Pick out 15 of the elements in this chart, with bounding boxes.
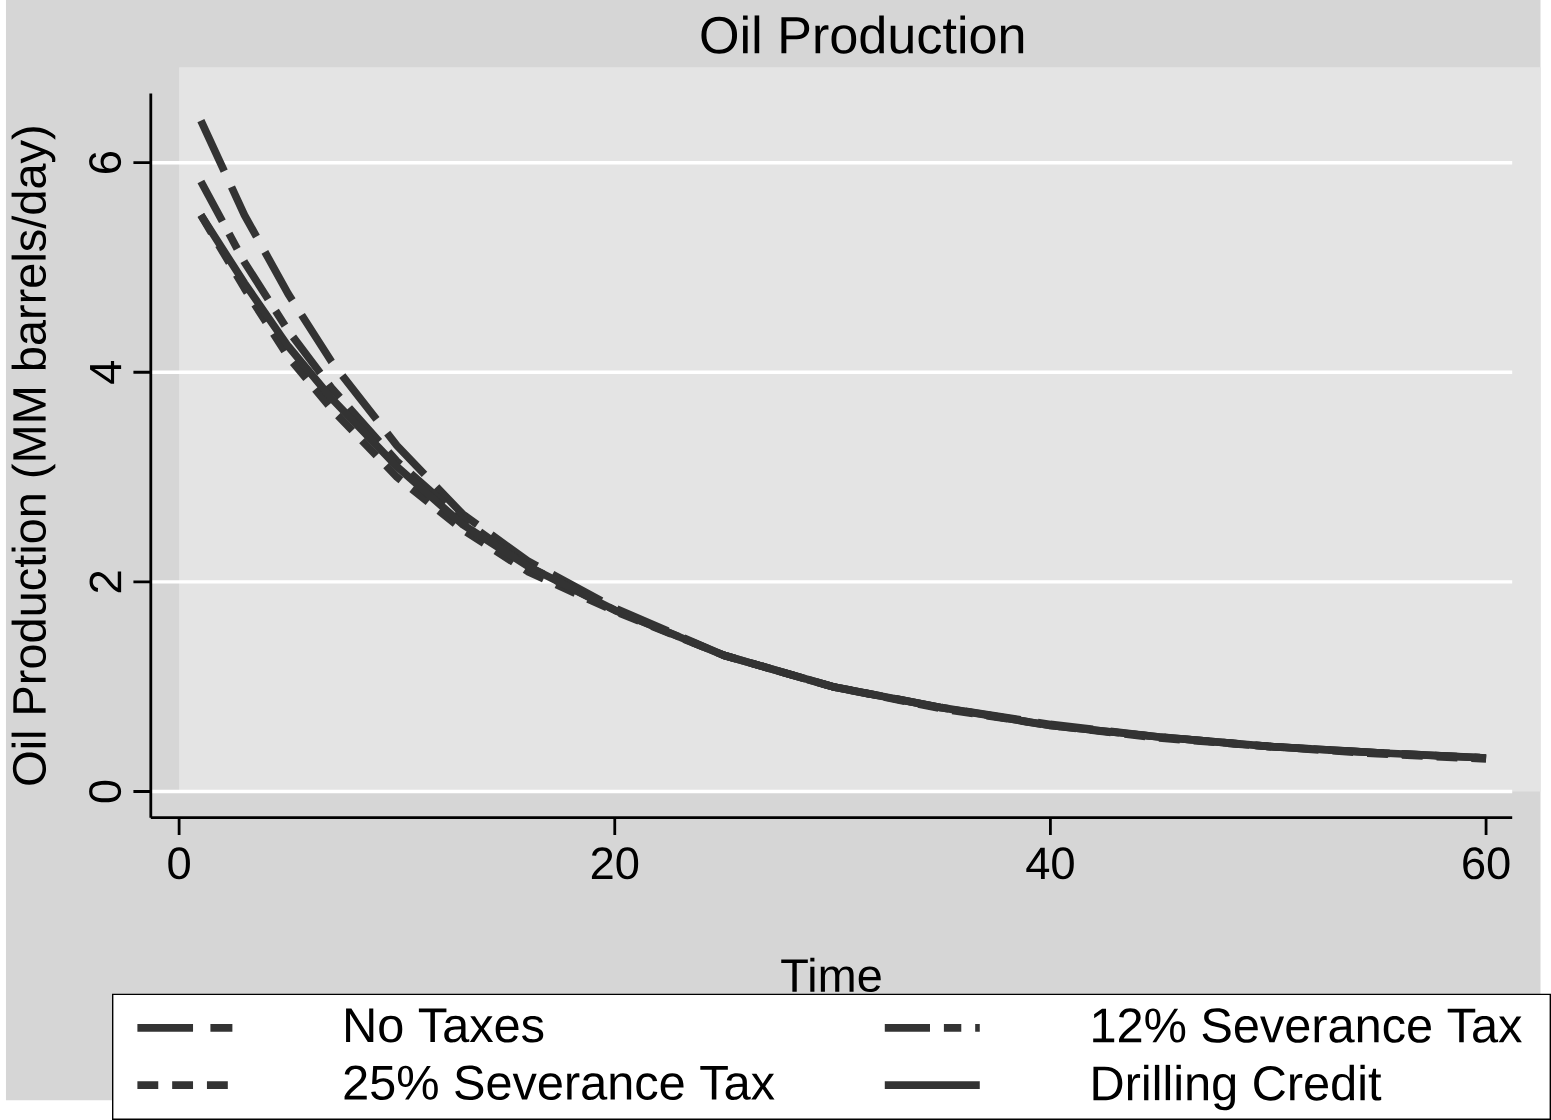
y-axis-title: Oil Production (MM barrels/day) — [11, 127, 56, 785]
x-tick-label: 60 — [1463, 847, 1510, 880]
chart-title: Oil Production — [701, 15, 1024, 54]
legend-label: No Taxes — [346, 1008, 544, 1043]
y-tick-label: 0 — [89, 780, 122, 803]
x-axis-title: Time — [781, 957, 881, 993]
legend-label: 25% Severance Tax — [344, 1065, 775, 1101]
y-tick-label: 4 — [90, 361, 122, 384]
legend-label: 12% Severance Tax — [1093, 1008, 1522, 1043]
y-tick-label: 2 — [89, 571, 122, 593]
legend-label: Drilling Credit — [1093, 1064, 1382, 1111]
y-tick-label: 6 — [89, 152, 122, 173]
x-tick-label: 0 — [168, 847, 190, 880]
x-tick-label: 20 — [591, 847, 639, 880]
x-tick-label: 40 — [1026, 847, 1074, 880]
